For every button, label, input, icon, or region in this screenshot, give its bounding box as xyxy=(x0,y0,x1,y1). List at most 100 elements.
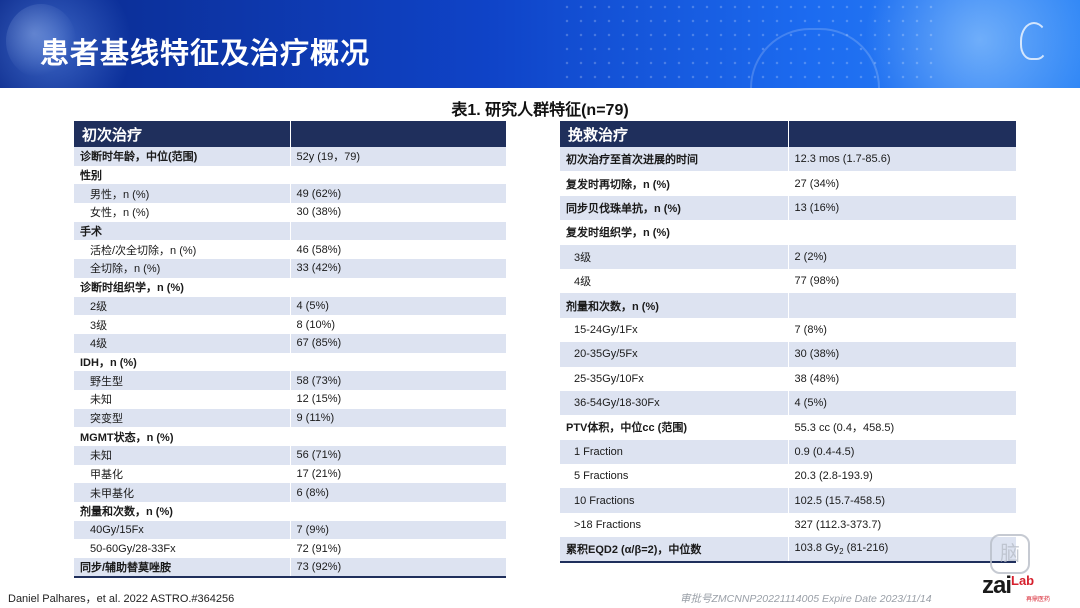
row-label: 全切除，n (%) xyxy=(74,259,290,278)
table-row: 4级 67 (85%) xyxy=(74,333,506,353)
row-label: 诊断时年龄，中位(范围) xyxy=(74,147,290,166)
row-value xyxy=(787,293,1016,318)
row-label: IDH，n (%) xyxy=(80,356,137,369)
table-header-cell xyxy=(788,121,1016,147)
table-row: 5 Fractions 20.3 (2.8-193.9) xyxy=(560,464,1016,489)
table-row: 诊断时组织学，n (%) xyxy=(74,277,506,297)
row-label: 突变型 xyxy=(74,408,290,428)
table-row: 男性，n (%) 49 (62%) xyxy=(74,184,506,204)
table-row: PTV体积，中位cc (范围) 55.3 cc (0.4，458.5) xyxy=(560,415,1016,440)
row-label: 50-60Gy/28-33Fx xyxy=(90,542,176,555)
table-row: 甲基化 17 (21%) xyxy=(74,464,506,484)
table-header-cell: 初次治疗 xyxy=(74,121,291,147)
table-row: 10 Fractions 102.5 (15.7-458.5) xyxy=(560,488,1016,513)
table-caption: 表1. 研究人群特征(n=79) xyxy=(451,102,629,119)
table-row: 活检/次全切除，n (%) 46 (58%) xyxy=(74,240,506,260)
row-value: 4 (5%) xyxy=(289,296,506,316)
row-value-suffix: (81-216) xyxy=(843,541,889,554)
row-value: 7 (8%) xyxy=(787,317,1016,343)
brain-head-icon xyxy=(6,4,76,78)
row-value: 52y (19，79) xyxy=(289,147,506,166)
row-label: 4级 xyxy=(74,333,290,353)
table-row: 女性，n (%) 30 (38%) xyxy=(74,203,506,222)
row-label: PTV体积，中位cc (范围) xyxy=(566,422,688,435)
table-row: 复发时再切除，n (%) 27 (34%) xyxy=(560,171,1016,196)
row-value: 30 (38%) xyxy=(787,342,1016,367)
row-value: 77 (98%) xyxy=(787,268,1016,294)
row-label: 甲基化 xyxy=(90,469,123,482)
row-label: 复发时组织学，n (%) xyxy=(566,227,670,240)
row-value: 30 (38%) xyxy=(289,203,506,222)
row-value: 103.8 Gy2 (81-216) xyxy=(787,537,1016,563)
table-row: 全切除，n (%) 33 (42%) xyxy=(74,259,506,278)
row-label: 5 Fractions xyxy=(574,470,629,483)
row-label: 40Gy/15Fx xyxy=(74,520,290,540)
row-label: MGMT状态，n (%) xyxy=(80,431,174,444)
row-label: 1 Fraction xyxy=(560,439,788,465)
row-label: 未知 xyxy=(74,446,290,465)
row-value-subscript: 2 xyxy=(839,547,844,557)
row-value xyxy=(787,220,1016,245)
table-header-row: 初次治疗 xyxy=(74,121,506,147)
row-label: 性别 xyxy=(80,170,102,183)
row-label: 10 Fractions xyxy=(560,488,788,513)
zai-lab-logo: zaiLab 再鼎医药 xyxy=(982,572,1072,603)
row-value: 49 (62%) xyxy=(289,184,506,204)
row-value: 2 (2%) xyxy=(787,244,1016,269)
table-row: 性别 xyxy=(74,165,506,185)
initial-treatment-table: 初次治疗 诊断时年龄，中位(范围) 52y (19，79) 性别 男性，n (%) 49 … xyxy=(74,121,506,578)
row-value: 20.3 (2.8-193.9) xyxy=(787,464,1016,489)
row-value: 38 (48%) xyxy=(787,366,1016,391)
table-row: 剂量和次数，n (%) xyxy=(74,502,506,521)
table-row: 手术 xyxy=(74,221,506,241)
row-value: 58 (73%) xyxy=(289,371,506,390)
table-row: 3级 8 (10%) xyxy=(74,315,506,334)
row-value: 6 (8%) xyxy=(289,483,506,503)
header-banner: 患者基线特征及治疗概况 xyxy=(0,0,1080,88)
table-row: 剂量和次数，n (%) xyxy=(560,293,1016,318)
row-label: 同步贝伐珠单抗，n (%) xyxy=(560,195,788,221)
table-row: 未知 12 (15%) xyxy=(74,389,506,409)
logo-sub: 再鼎医药 xyxy=(1026,597,1051,603)
row-label: 同步/辅助替莫唑胺 xyxy=(74,558,290,578)
row-value xyxy=(289,427,506,446)
table-row: 20-35Gy/5Fx 30 (38%) xyxy=(560,342,1016,367)
table-row: 累积EQD2 (α/β=2)，中位数 103.8 Gy2 (81-216) xyxy=(560,537,1016,563)
row-label: 25-35Gy/10Fx xyxy=(574,372,644,385)
row-label: 剂量和次数，n (%) xyxy=(80,506,173,519)
row-label: 3级 xyxy=(90,319,108,332)
citation: Daniel Palhares，et al. 2022 ASTRO.#36425… xyxy=(8,593,235,605)
row-label: 复发时再切除，n (%) xyxy=(566,178,670,191)
row-label: 4级 xyxy=(574,276,592,289)
slide-title: 患者基线特征及治疗概况 xyxy=(40,36,371,70)
table-row: 诊断时年龄，中位(范围) 52y (19，79) xyxy=(74,147,506,166)
row-value: 0.9 (0.4-4.5) xyxy=(787,439,1016,465)
row-label: 手术 xyxy=(74,221,290,241)
table-row: 15-24Gy/1Fx 7 (8%) xyxy=(560,317,1016,343)
table-row: 同步贝伐珠单抗，n (%) 13 (16%) xyxy=(560,195,1016,221)
row-value xyxy=(289,502,506,521)
row-value xyxy=(289,221,506,241)
ear-icon xyxy=(1020,22,1048,60)
logo-lab: Lab xyxy=(1011,573,1035,588)
logo-main: zai xyxy=(982,572,1012,599)
row-value: 55.3 cc (0.4，458.5) xyxy=(787,415,1016,440)
row-value: 12.3 mos (1.7-85.6) xyxy=(787,147,1016,172)
row-value: 17 (21%) xyxy=(289,464,506,484)
row-label: 初次治疗至首次进展的时间 xyxy=(560,147,788,172)
table-row: 50-60Gy/28-33Fx 72 (91%) xyxy=(74,539,506,559)
table-row: IDH，n (%) xyxy=(74,352,506,372)
row-value: 7 (9%) xyxy=(289,520,506,540)
table-header-cell: 挽救治疗 xyxy=(560,121,789,147)
table-row: 同步/辅助替莫唑胺 73 (92%) xyxy=(74,558,506,578)
table-row: 未知 56 (71%) xyxy=(74,446,506,465)
table-row: 2级 4 (5%) xyxy=(74,296,506,316)
row-value: 46 (58%) xyxy=(289,240,506,260)
row-value: 56 (71%) xyxy=(289,446,506,465)
row-label: 36-54Gy/18-30Fx xyxy=(560,390,788,416)
table-row: 突变型 9 (11%) xyxy=(74,408,506,428)
table-row: 复发时组织学，n (%) xyxy=(560,220,1016,245)
table-row: 初次治疗至首次进展的时间 12.3 mos (1.7-85.6) xyxy=(560,147,1016,172)
table-row: 未甲基化 6 (8%) xyxy=(74,483,506,503)
row-label: >18 Fractions xyxy=(574,519,641,532)
